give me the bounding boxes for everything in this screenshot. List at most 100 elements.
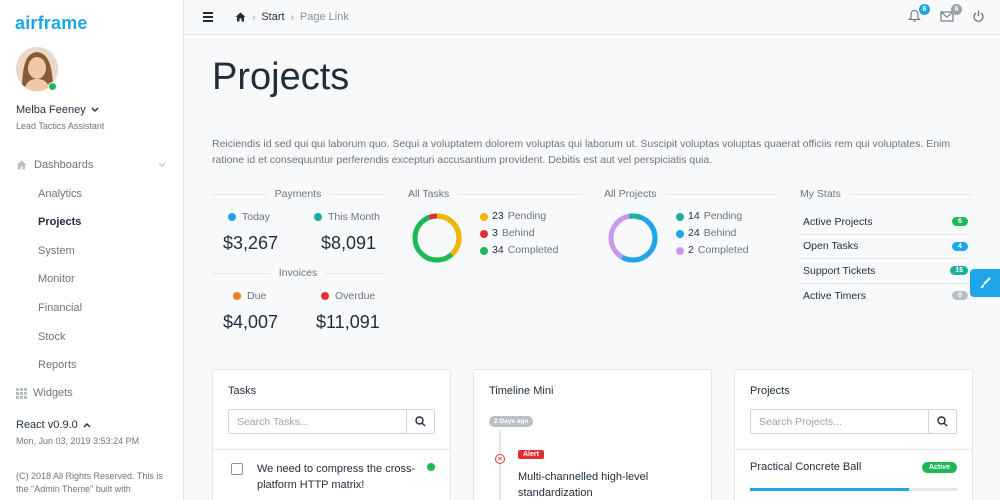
avatar[interactable]	[16, 47, 58, 91]
chevron-down-icon	[91, 107, 99, 112]
payments-month-label: This Month	[314, 211, 380, 223]
online-status-indicator	[48, 82, 57, 91]
payments-today-label: Today	[228, 211, 270, 223]
stat-row-open-tasks[interactable]: Open Tasks 4	[800, 235, 970, 259]
project-progress-fill	[750, 488, 910, 491]
home-icon	[16, 160, 27, 170]
topbar-actions: 6 6	[908, 4, 986, 23]
stat-badge: 4	[952, 241, 968, 251]
task-checkbox[interactable]	[231, 463, 243, 475]
bell-icon	[908, 9, 921, 22]
all-projects-legend: 14 Pending 24 Behind 2 Completed	[676, 208, 749, 259]
my-stats-header: My Stats	[800, 188, 972, 200]
projects-card-title: Projects	[750, 385, 790, 397]
search-icon	[937, 416, 948, 427]
messages-button[interactable]: 6	[940, 4, 962, 23]
projects-card: Projects Practical Concrete Ball Active	[734, 369, 973, 500]
projects-search-button[interactable]	[928, 410, 956, 433]
legend-dot	[228, 213, 236, 221]
brand-logo[interactable]: airframe	[15, 13, 88, 33]
version-label: React v0.9.0	[16, 419, 78, 431]
all-tasks-donut	[412, 213, 462, 263]
user-name: Melba Feeney	[16, 104, 86, 116]
sidebar-item-monitor[interactable]: Monitor	[38, 273, 75, 285]
due-label: Due	[247, 290, 267, 302]
legend-item-completed: 34 Completed	[480, 242, 558, 259]
user-menu[interactable]: Melba Feeney	[16, 104, 99, 116]
payments-today-value: $3,267	[223, 233, 279, 253]
breadcrumb-separator: ›	[290, 11, 294, 23]
stat-row-support-tickets[interactable]: Support Tickets 15	[800, 259, 970, 284]
legend-item-behind: 24 Behind	[676, 225, 749, 242]
copyright-text: (C) 2018 All Rights Reserved. This is th…	[16, 471, 163, 494]
notifications-badge: 6	[919, 4, 930, 15]
logout-button[interactable]	[972, 9, 986, 23]
all-projects-title: All Projects	[604, 188, 657, 200]
all-tasks-header: All Tasks	[408, 188, 582, 200]
timeline-date-badge: 2 Days ago	[489, 416, 534, 427]
nav-group-label: Dashboards	[34, 159, 94, 171]
projects-search-input[interactable]	[751, 410, 928, 433]
stat-badge: 0	[952, 291, 968, 301]
messages-badge: 6	[951, 4, 962, 15]
tasks-card: Tasks We need to compress the cross-plat…	[212, 369, 451, 500]
build-date: Mon, Jun 03, 2019 3:53:24 PM	[16, 436, 140, 446]
projects-search	[750, 409, 957, 434]
project-progress-bar	[750, 488, 957, 491]
timeline-line	[499, 430, 501, 500]
legend-item-pending: 14 Pending	[676, 208, 749, 225]
page-intro: Reiciendis id sed qui qui laborum quo. S…	[212, 138, 951, 166]
breadcrumb-separator: ›	[252, 11, 256, 23]
chevron-down-icon	[158, 162, 166, 167]
invoices-overdue-value: $11,091	[316, 312, 380, 332]
nav-group-dashboards[interactable]: Dashboards	[16, 159, 166, 171]
project-status-badge: Active	[921, 462, 957, 473]
stat-badge: 15	[950, 266, 968, 276]
project-name[interactable]: Practical Concrete Ball	[750, 461, 862, 473]
timeline-card: Timeline Mini 2 Days ago × Alert Multi-c…	[473, 369, 712, 500]
sidebar-item-financial[interactable]: Financial	[38, 302, 83, 314]
version-selector[interactable]: React v0.9.0	[16, 419, 91, 431]
stat-row-active-projects[interactable]: Active Projects 6	[800, 210, 970, 235]
legend-dot	[314, 213, 322, 221]
today-label: Today	[242, 211, 271, 223]
close-circle-icon: ×	[495, 454, 505, 464]
chevron-up-icon	[83, 423, 91, 428]
breadcrumb-start[interactable]: Start	[261, 11, 285, 23]
my-stats-list: Active Projects 6 Open Tasks 4 Support Tic…	[800, 210, 970, 308]
tasks-card-title: Tasks	[228, 385, 257, 397]
envelope-icon	[940, 11, 954, 22]
tasks-search-input[interactable]	[229, 410, 406, 433]
home-icon[interactable]	[235, 12, 246, 22]
notifications-button[interactable]: 6	[908, 4, 930, 23]
sidebar-item-widgets[interactable]: Widgets	[16, 387, 73, 399]
tasks-search-button[interactable]	[406, 410, 434, 433]
search-icon	[415, 416, 426, 427]
task-text: We need to compress the cross-platform H…	[257, 463, 416, 491]
page-title: Projects	[212, 56, 350, 98]
sidebar-item-reports[interactable]: Reports	[38, 359, 77, 371]
payments-month-value: $8,091	[321, 233, 377, 253]
all-projects-donut	[608, 213, 658, 263]
sidebar-item-system[interactable]: System	[38, 245, 75, 257]
sidebar-item-analytics[interactable]: Analytics	[38, 188, 83, 200]
alert-badge: Alert	[518, 450, 544, 459]
sidebar-item-stock[interactable]: Stock	[38, 331, 66, 343]
theme-settings-button[interactable]	[970, 269, 1000, 297]
invoices-overdue-label: Overdue	[321, 290, 375, 302]
legend-dot	[321, 292, 329, 300]
timeline-entry-text: Multi-channelled high-level standardizat…	[518, 471, 649, 499]
breadcrumb: › Start › Page Link	[235, 11, 349, 23]
sidebar: airframe Melba Feeney Lead Tactics Assis…	[0, 0, 184, 500]
stat-row-active-timers[interactable]: Active Timers 0	[800, 284, 970, 309]
legend-item-pending: 23 Pending	[480, 208, 558, 225]
all-tasks-legend: 23 Pending 3 Behind 34 Completed	[480, 208, 558, 259]
my-stats-title: My Stats	[800, 188, 841, 200]
task-item: We need to compress the cross-platform H…	[231, 461, 441, 493]
all-tasks-title: All Tasks	[408, 188, 450, 200]
menu-toggle-icon[interactable]	[203, 12, 213, 22]
timeline-card-title: Timeline Mini	[489, 385, 554, 397]
legend-item-behind: 3 Behind	[480, 225, 558, 242]
sidebar-item-projects[interactable]: Projects	[38, 216, 82, 228]
brush-icon	[980, 277, 991, 289]
